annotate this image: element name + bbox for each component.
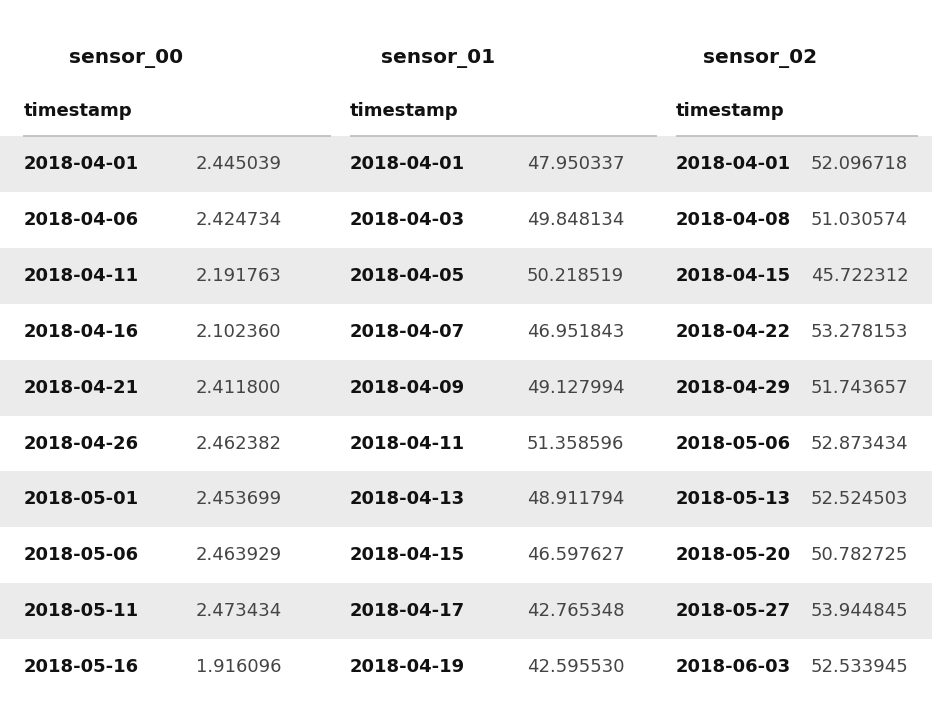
Text: 2018-05-16: 2018-05-16: [23, 658, 139, 676]
Text: 48.911794: 48.911794: [527, 491, 624, 508]
Text: 2018-04-17: 2018-04-17: [350, 602, 465, 620]
Text: 2018-04-29: 2018-04-29: [676, 378, 791, 397]
Text: sensor_01: sensor_01: [381, 48, 495, 67]
Text: 2018-05-27: 2018-05-27: [676, 602, 791, 620]
Text: 2.424734: 2.424734: [196, 211, 282, 229]
Text: 2018-04-13: 2018-04-13: [350, 491, 465, 508]
Text: sensor_00: sensor_00: [69, 48, 183, 67]
Text: 2018-05-06: 2018-05-06: [676, 435, 791, 453]
Text: 42.765348: 42.765348: [527, 602, 624, 620]
Text: 45.722312: 45.722312: [811, 267, 909, 285]
FancyBboxPatch shape: [0, 136, 932, 192]
Text: 2018-04-01: 2018-04-01: [23, 155, 139, 173]
Text: 49.848134: 49.848134: [527, 211, 624, 229]
Text: timestamp: timestamp: [23, 102, 132, 120]
Text: 2018-05-13: 2018-05-13: [676, 491, 791, 508]
Text: 52.873434: 52.873434: [811, 435, 909, 453]
Text: 2018-04-08: 2018-04-08: [676, 211, 791, 229]
Text: sensor_02: sensor_02: [703, 48, 816, 67]
Text: 42.595530: 42.595530: [527, 658, 624, 676]
Text: 2018-04-26: 2018-04-26: [23, 435, 139, 453]
Text: 47.950337: 47.950337: [527, 155, 624, 173]
Text: 2018-06-03: 2018-06-03: [676, 658, 791, 676]
Text: 2018-04-07: 2018-04-07: [350, 323, 465, 340]
Text: 2018-04-09: 2018-04-09: [350, 378, 465, 397]
Text: 2018-04-15: 2018-04-15: [676, 267, 791, 285]
Text: 2.462382: 2.462382: [196, 435, 281, 453]
FancyBboxPatch shape: [0, 359, 932, 416]
Text: 46.597627: 46.597627: [527, 546, 624, 564]
Text: 2.102360: 2.102360: [196, 323, 281, 340]
Text: 1.916096: 1.916096: [196, 658, 281, 676]
Text: 2.463929: 2.463929: [196, 546, 281, 564]
Text: timestamp: timestamp: [350, 102, 459, 120]
Text: 50.782725: 50.782725: [811, 546, 908, 564]
Text: 53.944845: 53.944845: [811, 602, 909, 620]
FancyBboxPatch shape: [0, 472, 932, 527]
Text: 2018-04-22: 2018-04-22: [676, 323, 791, 340]
Text: 2018-04-01: 2018-04-01: [350, 155, 465, 173]
FancyBboxPatch shape: [0, 583, 932, 639]
Text: 52.096718: 52.096718: [811, 155, 908, 173]
Text: 2.191763: 2.191763: [196, 267, 281, 285]
Text: 2018-04-21: 2018-04-21: [23, 378, 139, 397]
Text: 2018-04-15: 2018-04-15: [350, 546, 465, 564]
Text: 51.030574: 51.030574: [811, 211, 908, 229]
Text: 2018-05-20: 2018-05-20: [676, 546, 791, 564]
Text: 2018-04-05: 2018-04-05: [350, 267, 465, 285]
Text: 52.524503: 52.524503: [811, 491, 909, 508]
Text: 2.445039: 2.445039: [196, 155, 281, 173]
Text: 2.453699: 2.453699: [196, 491, 281, 508]
Text: 50.218519: 50.218519: [527, 267, 624, 285]
Text: 51.743657: 51.743657: [811, 378, 909, 397]
Text: 51.358596: 51.358596: [527, 435, 624, 453]
Text: 2018-04-16: 2018-04-16: [23, 323, 139, 340]
Text: 46.951843: 46.951843: [527, 323, 624, 340]
Text: 49.127994: 49.127994: [527, 378, 624, 397]
Text: 2018-04-19: 2018-04-19: [350, 658, 465, 676]
Text: 2018-04-06: 2018-04-06: [23, 211, 139, 229]
Text: 53.278153: 53.278153: [811, 323, 909, 340]
Text: 2018-04-11: 2018-04-11: [23, 267, 139, 285]
Text: 2018-04-11: 2018-04-11: [350, 435, 465, 453]
Text: 2018-04-03: 2018-04-03: [350, 211, 465, 229]
Text: timestamp: timestamp: [676, 102, 785, 120]
Text: 52.533945: 52.533945: [811, 658, 909, 676]
Text: 2.411800: 2.411800: [196, 378, 281, 397]
Text: 2018-04-01: 2018-04-01: [676, 155, 791, 173]
Text: 2.473434: 2.473434: [196, 602, 282, 620]
Text: 2018-05-01: 2018-05-01: [23, 491, 139, 508]
Text: 2018-05-11: 2018-05-11: [23, 602, 139, 620]
FancyBboxPatch shape: [0, 248, 932, 304]
Text: 2018-05-06: 2018-05-06: [23, 546, 139, 564]
